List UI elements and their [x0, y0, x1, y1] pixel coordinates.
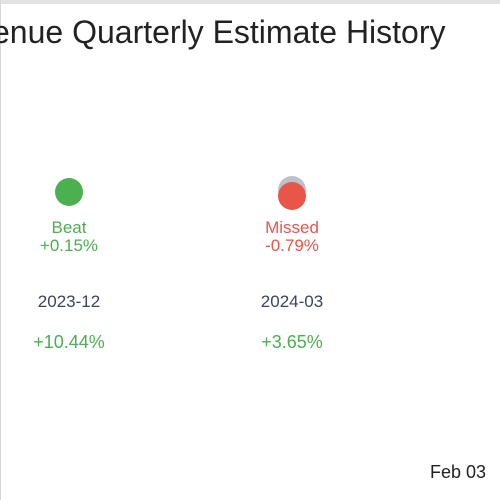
surprise-label: -0.79% [265, 236, 319, 255]
top-border [0, 0, 500, 4]
change-label: +10.44% [33, 332, 105, 352]
footer-date: Feb 03 [430, 462, 487, 482]
status-label: Beat [52, 218, 87, 237]
missed-marker [278, 182, 306, 210]
status-label: Missed [265, 218, 319, 237]
chart-title: enue Quarterly Estimate History [0, 14, 446, 50]
surprise-label: +0.15% [40, 236, 98, 255]
period-label: 2024-03 [261, 292, 323, 311]
beat-marker [55, 178, 83, 206]
change-label: +3.65% [261, 332, 323, 352]
left-border [0, 0, 1, 500]
period-label: 2023-12 [38, 292, 100, 311]
